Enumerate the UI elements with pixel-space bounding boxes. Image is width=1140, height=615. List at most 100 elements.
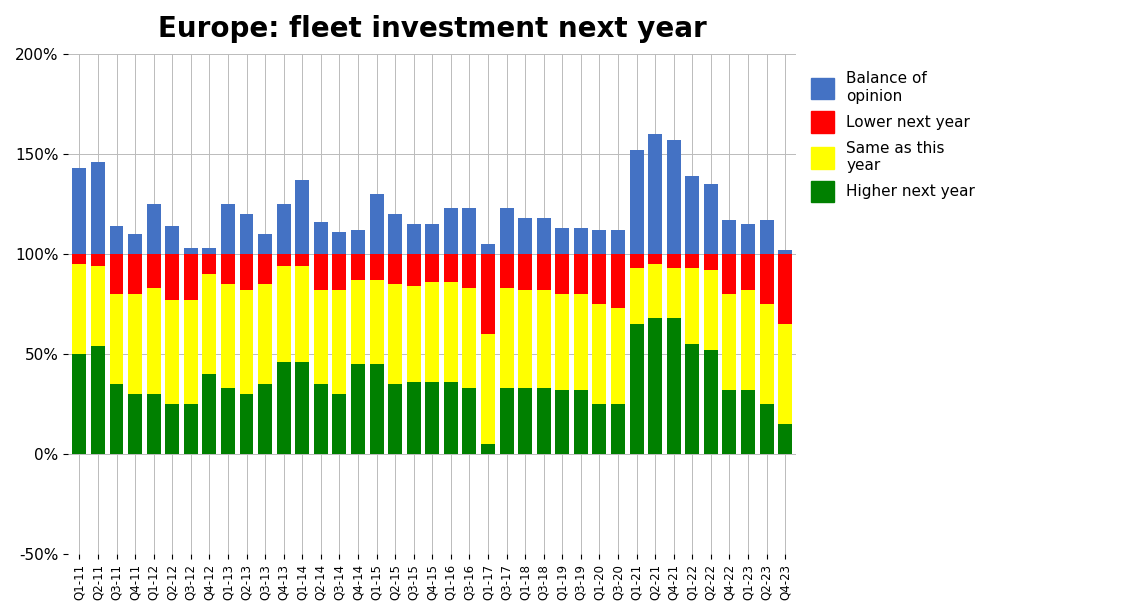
Bar xyxy=(611,254,625,308)
Bar xyxy=(147,204,161,254)
Bar xyxy=(258,234,272,254)
Bar xyxy=(147,288,161,394)
Title: Europe: fleet investment next year: Europe: fleet investment next year xyxy=(158,15,707,43)
Bar xyxy=(667,140,681,254)
Bar xyxy=(499,254,513,288)
Bar xyxy=(723,390,736,454)
Bar xyxy=(703,184,718,254)
Bar xyxy=(703,270,718,350)
Bar xyxy=(184,254,197,300)
Bar xyxy=(481,254,495,334)
Bar xyxy=(258,254,272,284)
Bar xyxy=(723,220,736,254)
Bar xyxy=(703,254,718,270)
Bar xyxy=(91,346,105,454)
Bar xyxy=(73,354,87,454)
Bar xyxy=(779,250,792,254)
Bar xyxy=(91,254,105,266)
Bar xyxy=(443,282,458,382)
Bar xyxy=(277,204,291,254)
Bar xyxy=(741,254,755,290)
Bar xyxy=(314,254,328,290)
Bar xyxy=(314,222,328,254)
Bar xyxy=(239,394,253,454)
Bar xyxy=(519,388,532,454)
Bar xyxy=(221,388,235,454)
Bar xyxy=(351,364,365,454)
Bar xyxy=(611,404,625,454)
Bar xyxy=(741,224,755,254)
Bar xyxy=(128,294,142,394)
Bar xyxy=(203,254,217,274)
Bar xyxy=(593,404,606,454)
Bar xyxy=(555,390,569,454)
Bar xyxy=(443,208,458,254)
Bar xyxy=(593,254,606,304)
Bar xyxy=(519,254,532,290)
Bar xyxy=(667,254,681,268)
Bar xyxy=(537,388,551,454)
Bar xyxy=(407,254,421,286)
Bar xyxy=(369,364,383,454)
Bar xyxy=(555,228,569,254)
Bar xyxy=(407,286,421,382)
Bar xyxy=(91,266,105,346)
Bar xyxy=(407,382,421,454)
Bar xyxy=(407,224,421,254)
Bar xyxy=(741,290,755,390)
Bar xyxy=(351,230,365,254)
Bar xyxy=(425,282,439,382)
Bar xyxy=(369,254,383,280)
Bar xyxy=(611,308,625,404)
Legend: Balance of
opinion, Lower next year, Same as this
year, Higher next year: Balance of opinion, Lower next year, Sam… xyxy=(812,71,975,202)
Bar xyxy=(723,294,736,390)
Bar xyxy=(555,254,569,294)
Bar xyxy=(499,208,513,254)
Bar xyxy=(759,220,774,254)
Bar xyxy=(481,244,495,254)
Bar xyxy=(443,254,458,282)
Bar xyxy=(109,384,123,454)
Bar xyxy=(369,280,383,364)
Bar xyxy=(239,290,253,394)
Bar xyxy=(443,382,458,454)
Bar xyxy=(258,284,272,384)
Bar xyxy=(109,294,123,384)
Bar xyxy=(425,382,439,454)
Bar xyxy=(165,404,179,454)
Bar xyxy=(184,404,197,454)
Bar xyxy=(685,344,699,454)
Bar xyxy=(333,394,347,454)
Bar xyxy=(629,268,644,324)
Bar xyxy=(611,230,625,254)
Bar xyxy=(499,288,513,388)
Bar xyxy=(519,290,532,388)
Bar xyxy=(147,254,161,288)
Bar xyxy=(351,254,365,280)
Bar xyxy=(463,208,477,254)
Bar xyxy=(388,284,402,384)
Bar xyxy=(165,300,179,404)
Bar xyxy=(759,304,774,404)
Bar xyxy=(629,254,644,268)
Bar xyxy=(667,318,681,454)
Bar xyxy=(369,194,383,254)
Bar xyxy=(425,254,439,282)
Bar xyxy=(295,254,309,266)
Bar xyxy=(277,254,291,266)
Bar xyxy=(203,248,217,254)
Bar xyxy=(537,218,551,254)
Bar xyxy=(109,254,123,294)
Bar xyxy=(388,214,402,254)
Bar xyxy=(351,280,365,364)
Bar xyxy=(779,424,792,454)
Bar xyxy=(463,254,477,288)
Bar xyxy=(221,254,235,284)
Bar xyxy=(277,266,291,362)
Bar xyxy=(295,266,309,362)
Bar xyxy=(388,254,402,284)
Bar xyxy=(759,254,774,304)
Bar xyxy=(649,264,662,318)
Bar xyxy=(537,254,551,290)
Bar xyxy=(649,318,662,454)
